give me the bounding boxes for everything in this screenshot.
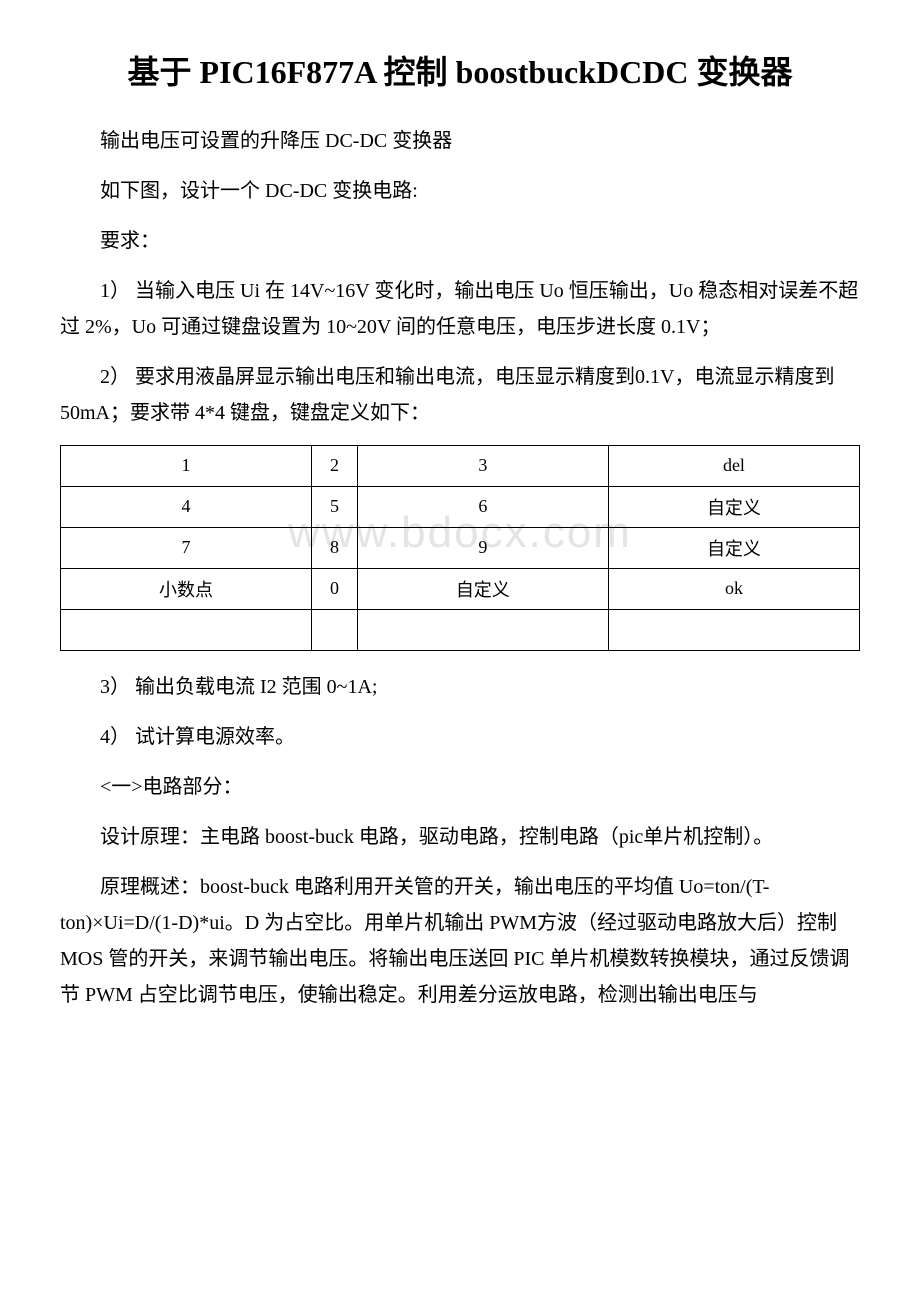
page-title: 基于 PIC16F877A 控制 boostbuckDCDC 变换器 — [60, 50, 860, 95]
keypad-cell: 小数点 — [61, 568, 312, 609]
keypad-cell: 7 — [61, 527, 312, 568]
keypad-table-wrap: www.bdocx.com 1 2 3 del 4 5 6 自定义 7 8 9 … — [60, 445, 860, 651]
keypad-cell: 9 — [357, 527, 608, 568]
requirement-2: 2） 要求用液晶屏显示输出电压和输出电流，电压显示精度到0.1V，电流显示精度到… — [60, 359, 860, 431]
keypad-cell: del — [608, 445, 859, 486]
table-row: 4 5 6 自定义 — [61, 486, 860, 527]
section-circuit: <一>电路部分： — [60, 769, 860, 805]
keypad-cell: 自定义 — [608, 486, 859, 527]
requirement-3: 3） 输出负载电流 I2 范围 0~1A; — [60, 669, 860, 705]
keypad-cell — [61, 609, 312, 650]
keypad-cell: 自定义 — [608, 527, 859, 568]
keypad-cell: 4 — [61, 486, 312, 527]
keypad-cell: 3 — [357, 445, 608, 486]
keypad-cell: 2 — [312, 445, 358, 486]
intro-line-1: 输出电压可设置的升降压 DC-DC 变换器 — [60, 123, 860, 159]
requirements-label: 要求： — [60, 223, 860, 259]
keypad-cell: 0 — [312, 568, 358, 609]
keypad-cell: ok — [608, 568, 859, 609]
design-principle: 设计原理：主电路 boost-buck 电路，驱动电路，控制电路（pic单片机控… — [60, 819, 860, 855]
keypad-cell — [608, 609, 859, 650]
keypad-cell: 8 — [312, 527, 358, 568]
keypad-cell: 6 — [357, 486, 608, 527]
keypad-cell: 5 — [312, 486, 358, 527]
keypad-cell: 自定义 — [357, 568, 608, 609]
intro-line-2: 如下图，设计一个 DC-DC 变换电路: — [60, 173, 860, 209]
table-row: 7 8 9 自定义 — [61, 527, 860, 568]
keypad-cell: 1 — [61, 445, 312, 486]
table-row: 1 2 3 del — [61, 445, 860, 486]
requirement-4: 4） 试计算电源效率。 — [60, 719, 860, 755]
table-row — [61, 609, 860, 650]
principle-overview: 原理概述：boost-buck 电路利用开关管的开关，输出电压的平均值 Uo=t… — [60, 869, 860, 1013]
table-row: 小数点 0 自定义 ok — [61, 568, 860, 609]
keypad-cell — [357, 609, 608, 650]
requirement-1: 1） 当输入电压 Ui 在 14V~16V 变化时，输出电压 Uo 恒压输出，U… — [60, 273, 860, 345]
keypad-table: 1 2 3 del 4 5 6 自定义 7 8 9 自定义 小数点 0 自定义 … — [60, 445, 860, 651]
keypad-cell — [312, 609, 358, 650]
